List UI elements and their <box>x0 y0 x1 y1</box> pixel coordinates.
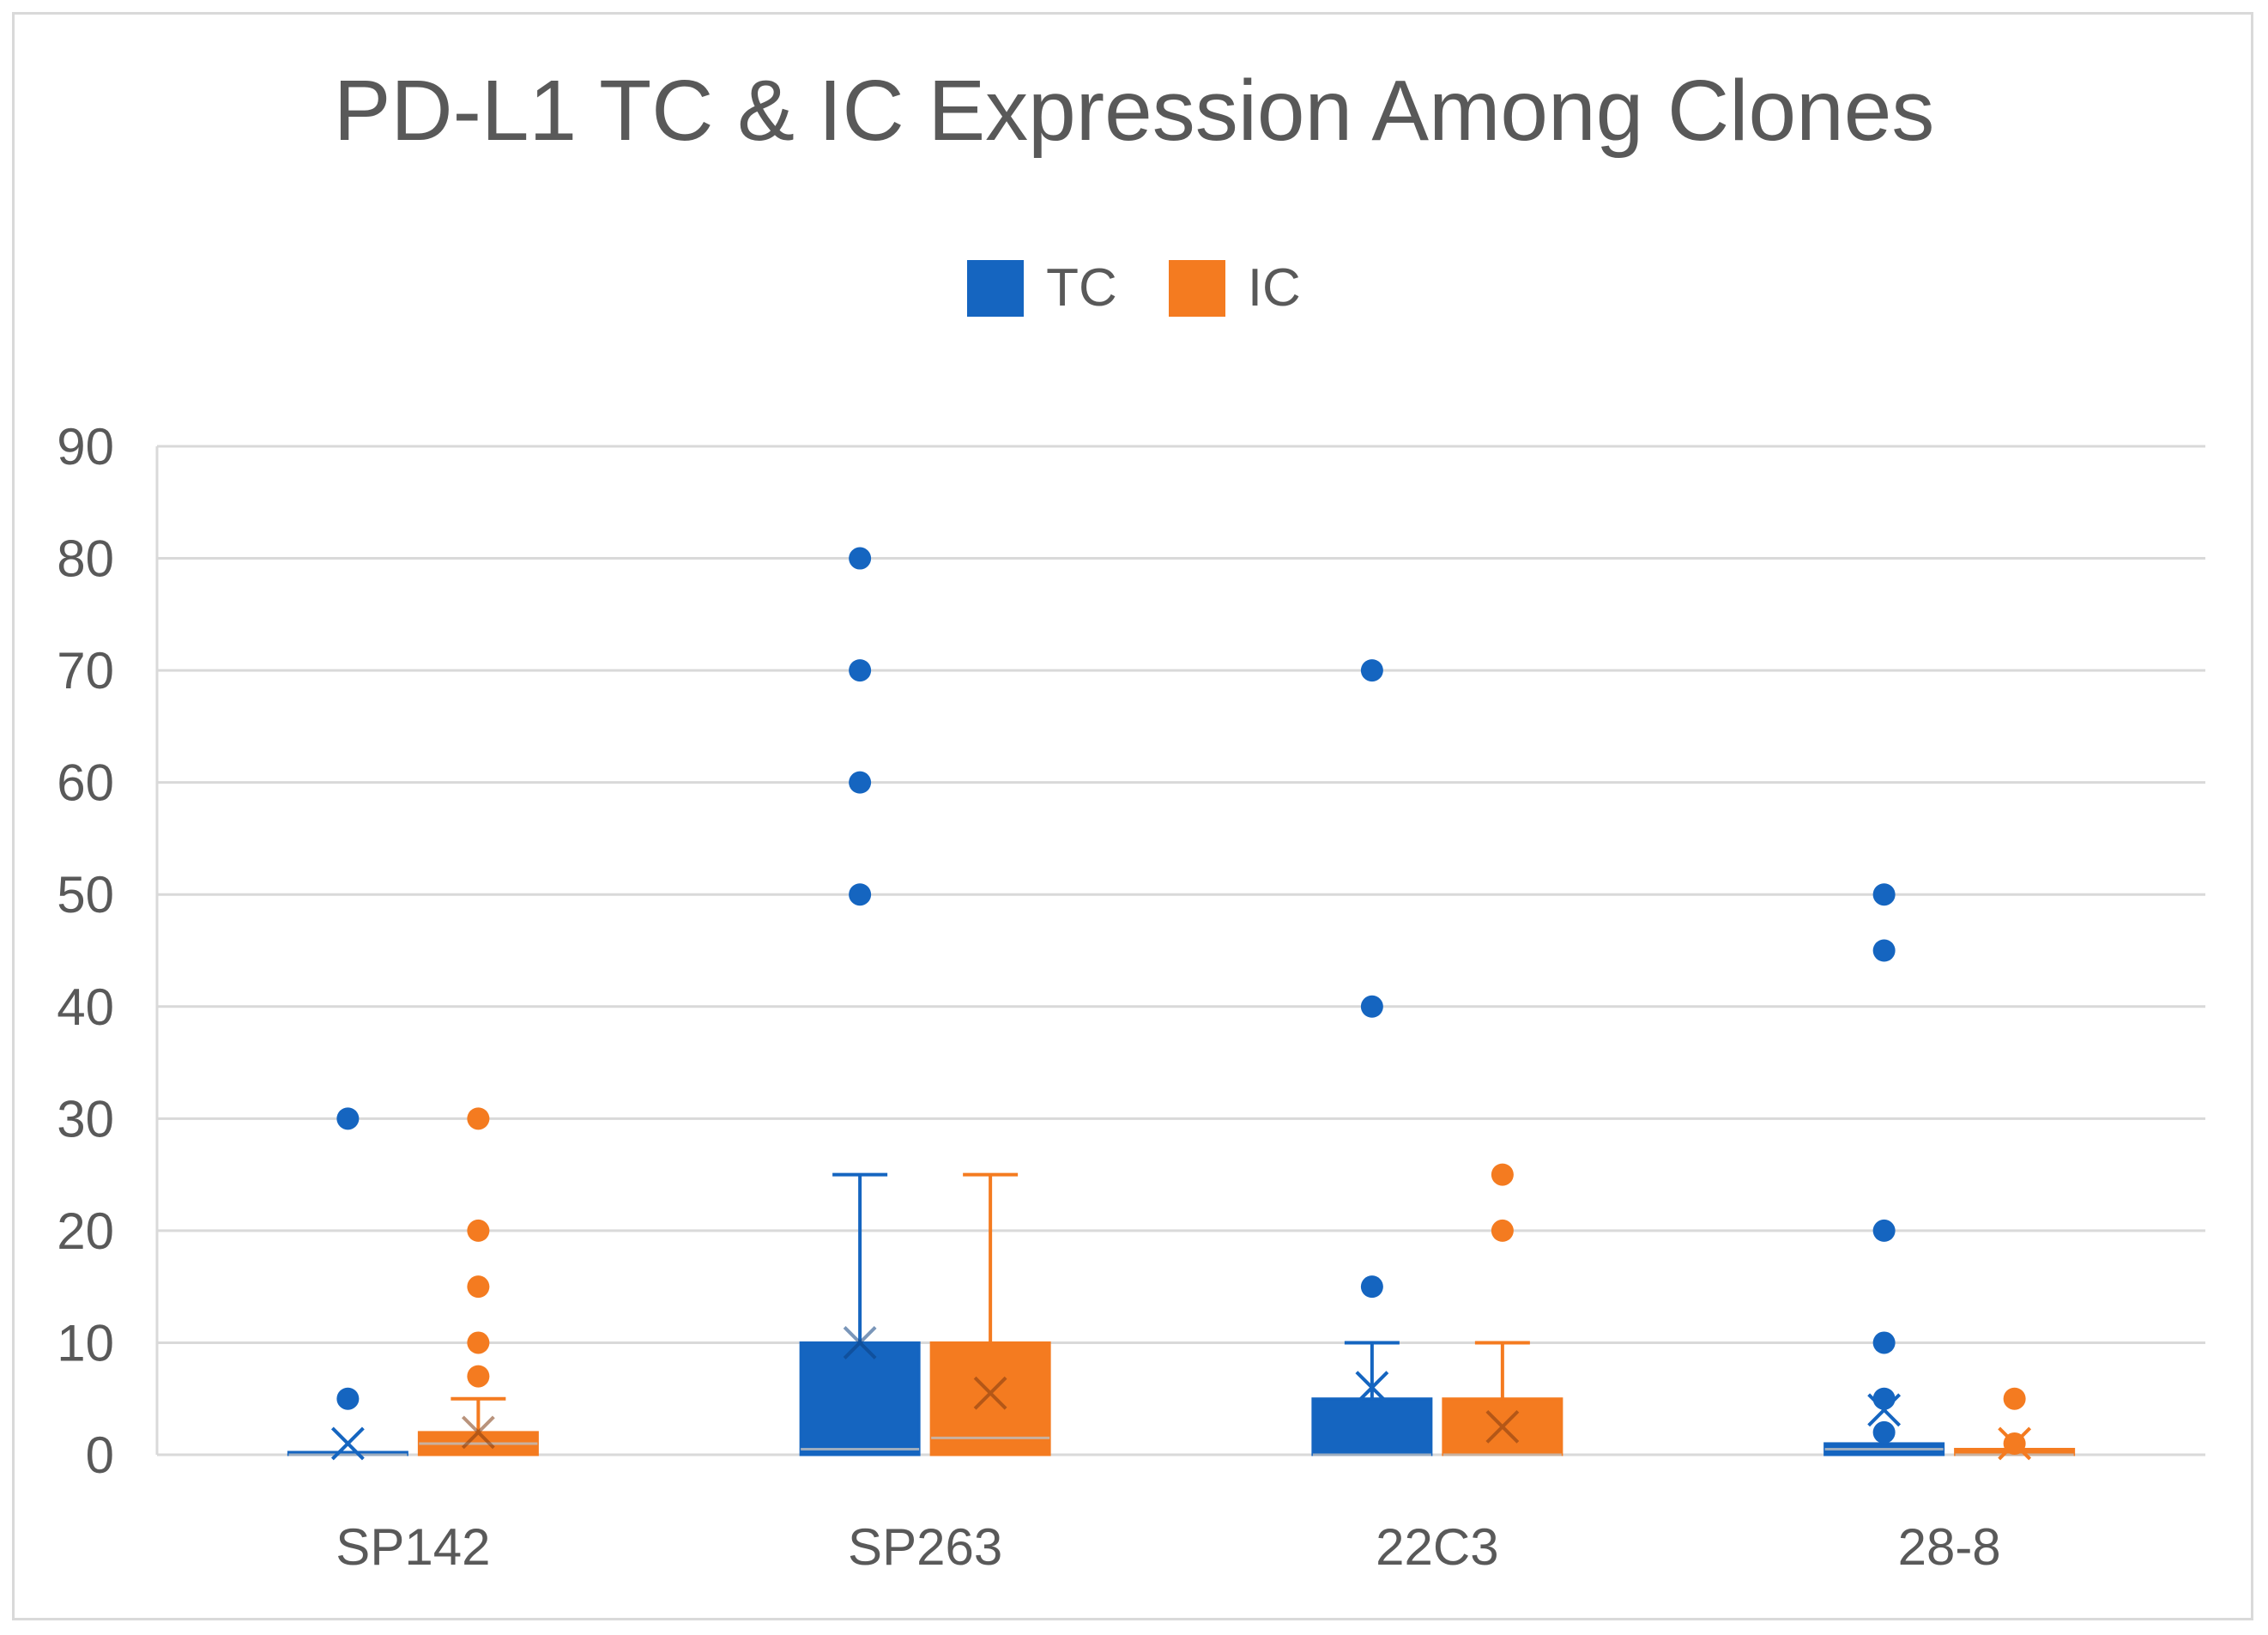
outlier-ic-sp142-4 <box>467 1107 490 1130</box>
x-tick-label-22c3: 22C3 <box>1376 1518 1498 1576</box>
y-tick-label-0: 0 <box>86 1426 114 1484</box>
outlier-tc-22c3-1 <box>1360 995 1383 1018</box>
legend-swatch-ic <box>1168 259 1225 317</box>
outlier-ic-sp142-1 <box>467 1331 490 1354</box>
outlier-tc-28-8-2 <box>1872 1331 1896 1354</box>
outlier-ic-sp142-2 <box>467 1275 490 1299</box>
box-tc-22c3 <box>1311 1397 1433 1456</box>
outlier-ic-sp142-0 <box>467 1365 490 1388</box>
outlier-tc-sp263-1 <box>849 771 872 794</box>
outlier-tc-28-8-1 <box>1872 1387 1896 1410</box>
mean-marker-tc-sp142 <box>330 1426 365 1461</box>
x-tick-label-sp263: SP263 <box>848 1518 1002 1576</box>
outlier-ic-22c3-0 <box>1491 1219 1514 1242</box>
x-tick-label-28-8: 28-8 <box>1898 1518 2001 1576</box>
outlier-ic-28-8-1 <box>2003 1387 2026 1410</box>
y-tick-label-50: 50 <box>57 866 114 923</box>
outlier-tc-sp263-2 <box>849 659 872 682</box>
y-tick-label-40: 40 <box>57 978 114 1036</box>
outlier-tc-sp142-0 <box>336 1387 360 1410</box>
outlier-tc-28-8-0 <box>1872 1420 1896 1444</box>
outlier-tc-22c3-2 <box>1360 659 1383 682</box>
legend: TC IC <box>0 257 2268 318</box>
outlier-tc-28-8-3 <box>1872 1219 1896 1242</box>
mean-marker-ic-sp142 <box>461 1415 495 1450</box>
mean-marker-tc-22c3 <box>1355 1371 1389 1405</box>
outlier-tc-sp263-0 <box>849 883 872 906</box>
y-tick-label-30: 30 <box>57 1090 114 1148</box>
outlier-ic-22c3-1 <box>1491 1163 1514 1186</box>
chart-title: PD-L1 TC & IC Expression Among Clones <box>333 63 1935 159</box>
y-tick-label-70: 70 <box>57 642 114 699</box>
legend-item-tc[interactable]: TC <box>967 257 1117 318</box>
outlier-tc-28-8-5 <box>1872 883 1896 906</box>
outlier-ic-28-8-0 <box>2003 1432 2026 1455</box>
outlier-tc-28-8-4 <box>1872 939 1896 962</box>
mean-marker-ic-sp263 <box>973 1376 1007 1410</box>
x-tick-label-sp142: SP142 <box>336 1518 490 1576</box>
y-tick-label-80: 80 <box>57 530 114 588</box>
y-tick-label-90: 90 <box>57 418 114 475</box>
y-tick-label-10: 10 <box>57 1314 114 1372</box>
outlier-tc-sp263-3 <box>849 547 872 570</box>
legend-item-ic[interactable]: IC <box>1168 257 1301 318</box>
outlier-ic-sp142-3 <box>467 1219 490 1242</box>
legend-label-tc: TC <box>1046 258 1117 318</box>
mean-marker-ic-22c3 <box>1485 1409 1520 1444</box>
outlier-tc-22c3-0 <box>1360 1275 1383 1299</box>
mean-marker-tc-sp263 <box>843 1326 877 1359</box>
box-tc-sp263 <box>799 1341 921 1456</box>
legend-swatch-tc <box>967 259 1025 317</box>
box-ic-sp263 <box>929 1341 1051 1456</box>
legend-label-ic: IC <box>1247 258 1301 318</box>
outlier-tc-sp142-1 <box>336 1107 360 1130</box>
y-tick-label-20: 20 <box>57 1202 114 1260</box>
y-tick-label-60: 60 <box>57 754 114 812</box>
